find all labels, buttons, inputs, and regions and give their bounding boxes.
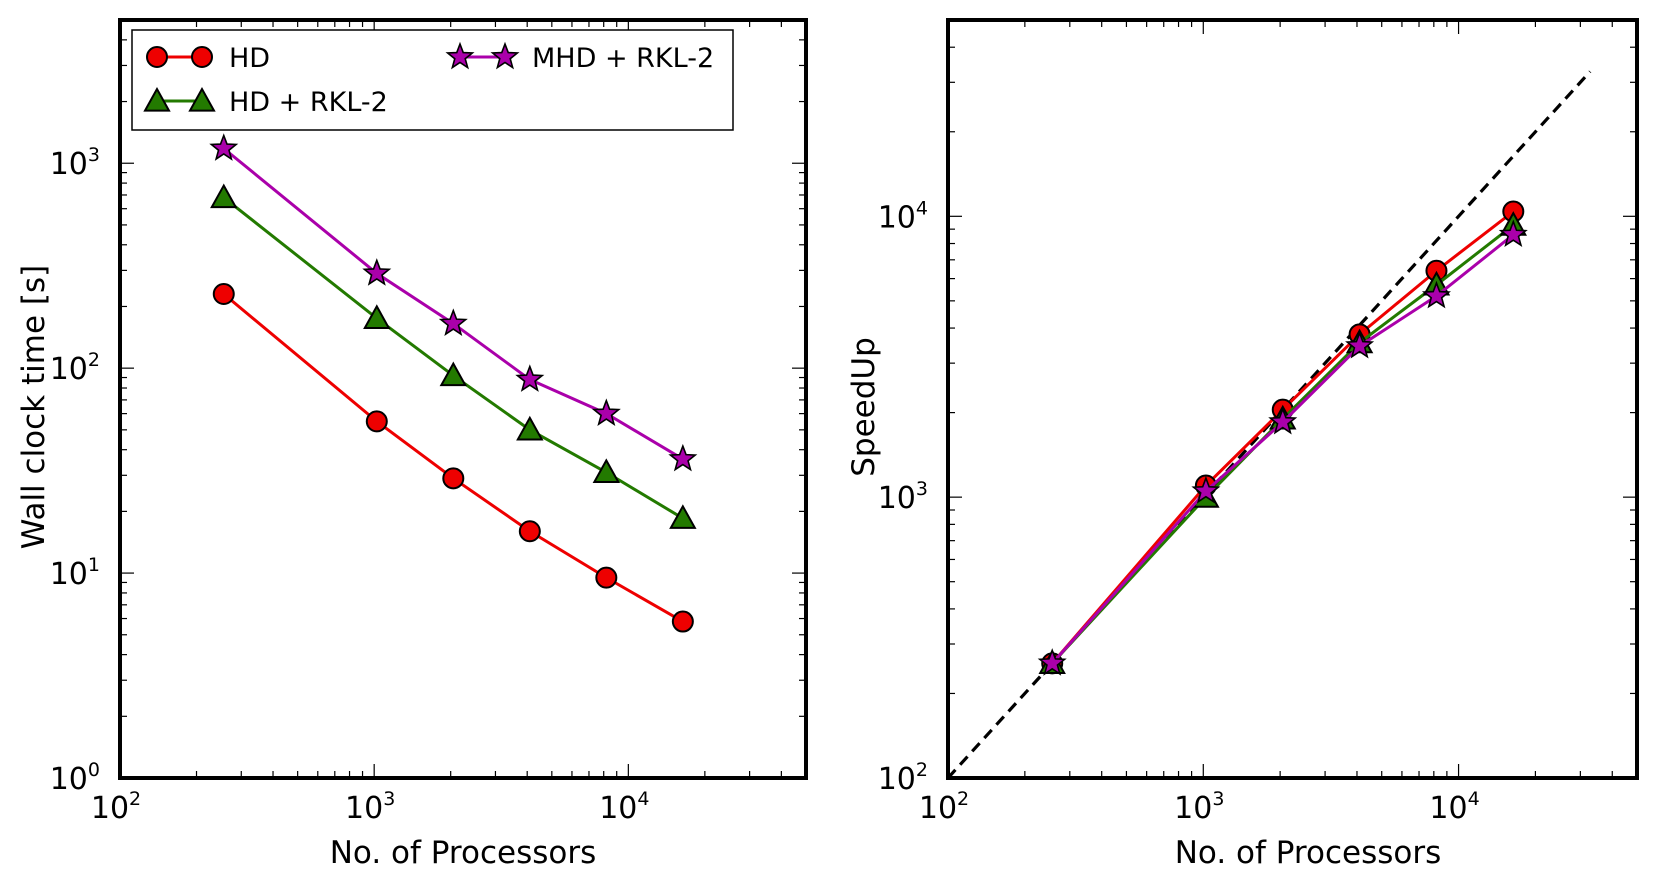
legend-item: HD + RKL-2: [143, 86, 388, 118]
series-line: [1051, 233, 1515, 665]
data-point: [668, 443, 698, 472]
data-point: [210, 183, 238, 209]
data-point: [209, 133, 239, 161]
y-tick-label: 102: [50, 349, 100, 387]
speedup-panel: No. of Processors SpeedUp 102 103 10410210…: [846, 18, 1639, 871]
data-point: [1345, 330, 1375, 359]
legend-marker: [143, 86, 171, 112]
x-tick-label: 103: [345, 788, 395, 826]
series-line: [222, 292, 684, 623]
series-star: [1037, 219, 1528, 676]
data-point: [439, 361, 468, 387]
y-tick-label: 100: [50, 759, 100, 797]
y-tick-label: 103: [50, 144, 100, 182]
x-tick-label: 103: [1174, 788, 1224, 826]
data-point: [518, 520, 541, 543]
right-xlabel: No. of Processors: [1175, 835, 1442, 871]
series-line: [1051, 223, 1515, 665]
data-point: [669, 504, 697, 529]
data-point: [592, 458, 621, 483]
y-tick-label: 104: [878, 197, 928, 235]
legend-marker: [191, 46, 213, 68]
legend-item: HD: [146, 43, 270, 74]
series-line: [222, 196, 684, 520]
plot-frame: [946, 18, 1639, 780]
data-point: [516, 415, 544, 441]
legend-marker: [146, 46, 168, 68]
data-point: [591, 398, 621, 426]
data-point: [1268, 406, 1298, 435]
right-ylabel: SpeedUp: [846, 337, 882, 477]
left-xlabel: No. of Processors: [330, 835, 597, 871]
data-point: [365, 410, 388, 433]
data-point: [438, 308, 468, 336]
data-point: [1421, 280, 1451, 309]
series-circle: [212, 283, 694, 633]
data-point: [595, 566, 618, 589]
data-point: [363, 304, 391, 329]
series-line: [1051, 210, 1515, 665]
legend-label: HD + RKL-2: [229, 87, 388, 118]
series-star: [209, 133, 698, 472]
tick-labels-1: 102 103 104 102 103 104: [878, 197, 1480, 826]
x-tick-label: 102: [919, 788, 969, 826]
y-tick-label: 103: [878, 478, 928, 516]
x-tick-label: 104: [599, 788, 649, 826]
tick-labels-0: 102 103 104 100 101 102 103: [50, 144, 650, 826]
x-tick-label: 104: [1429, 788, 1479, 826]
data-point: [671, 610, 694, 633]
legend-marker: [188, 86, 216, 112]
data-point: [1191, 475, 1221, 504]
data-point: [442, 467, 465, 490]
x-tick-label: 102: [91, 788, 141, 826]
y-tick-label: 101: [50, 554, 100, 592]
data-point: [362, 258, 392, 286]
wall-clock-time-panel: No. of Processors Wall clock time [s] 10…: [16, 18, 808, 871]
legend-marker: [445, 41, 475, 70]
data-point: [1498, 219, 1528, 248]
legend-item: MHD + RKL-2: [445, 41, 714, 74]
plot-frame: [118, 18, 808, 780]
ticks-0: [119, 19, 807, 779]
y-tick-label: 102: [878, 759, 928, 797]
legend-label: MHD + RKL-2: [532, 43, 714, 74]
legend-marker: [490, 41, 520, 70]
series-line: [222, 147, 684, 461]
legend-label: HD: [229, 43, 270, 74]
data-point: [212, 283, 235, 306]
data-point: [1037, 648, 1067, 676]
series-triangle: [210, 183, 697, 529]
legend: HD HD + RKL-2 MHD + RKL-2: [131, 29, 734, 131]
legend-box: [131, 29, 734, 131]
left-ylabel: Wall clock time [s]: [16, 265, 52, 549]
data-point: [515, 364, 545, 392]
